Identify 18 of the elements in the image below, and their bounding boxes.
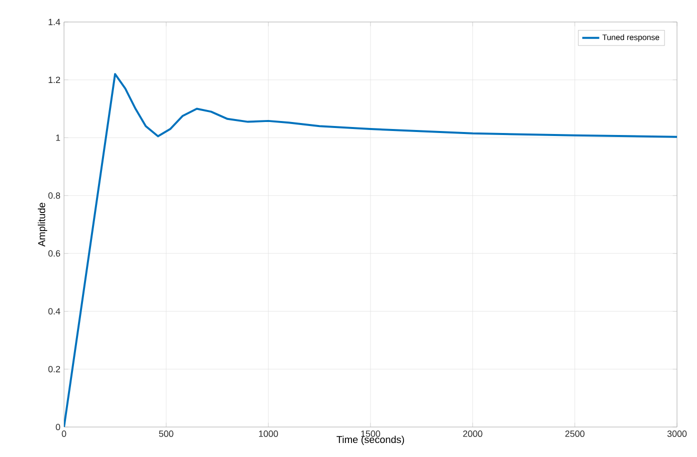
line-series: [64, 73, 678, 427]
x-tick-label: 2000: [463, 430, 482, 437]
x-axis-title: Time (seconds): [336, 436, 404, 446]
x-tick-label: 1500: [361, 430, 380, 437]
x-tick-label: 500: [159, 430, 174, 437]
y-tick-label: 1: [56, 134, 60, 141]
y-tick-label: 1.4: [48, 18, 60, 26]
y-tick-label: 0: [56, 424, 60, 430]
y-tick-label: 0.4: [48, 308, 60, 314]
y-axis-title: Amplitude: [38, 202, 48, 247]
x-tick-label: 2500: [565, 430, 584, 437]
x-tick-label: 0: [62, 430, 66, 437]
y-tick-label: 0.2: [48, 366, 60, 372]
y-tick-label: 0.6: [48, 250, 60, 257]
x-tick-label: 1000: [259, 430, 278, 437]
x-tick-label: 3000: [667, 430, 687, 437]
y-tick-label: 0.8: [48, 192, 60, 199]
y-tick-label: 1.2: [48, 76, 60, 83]
